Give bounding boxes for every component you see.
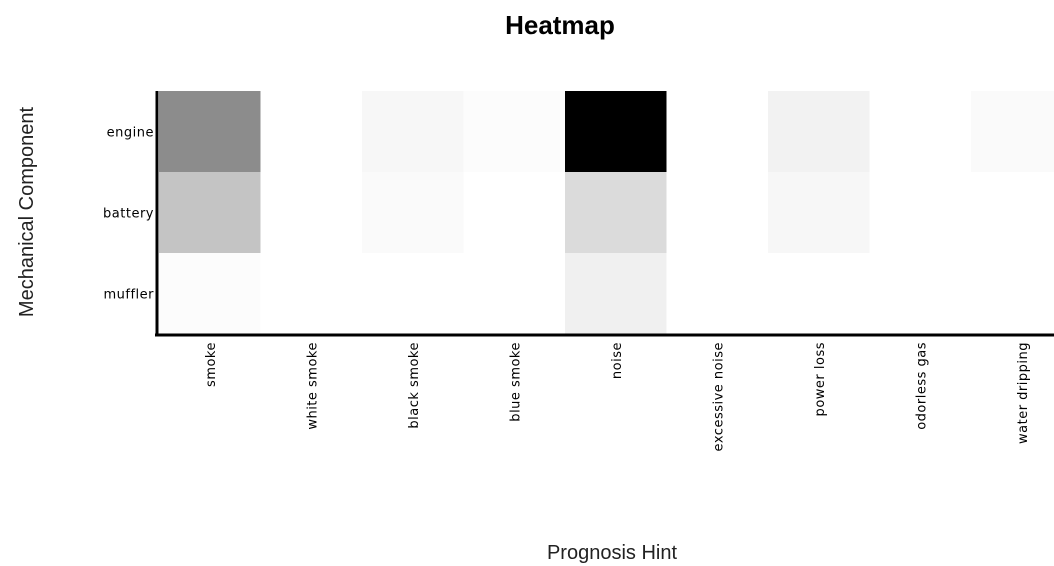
heatmap-cell-battery-blue-smoke [463,172,566,254]
heatmap-cell-battery-noise [565,172,667,254]
x-tick-label-smoke: smoke [204,342,219,387]
heatmap-cell-battery-water-dripping [971,172,1054,254]
heatmap-cell-muffler-black-smoke [362,253,464,335]
heatmap-cell-battery-smoke [159,172,261,254]
heatmap-cell-battery-power-loss [768,172,870,254]
heatmap-cell-engine-power-loss [768,91,870,173]
x-tick-label-power-loss: power loss [813,342,828,416]
x-tick-label-white-smoke: white smoke [305,342,320,430]
heatmap-cells [159,91,1054,335]
x-axis-label: Prognosis Hint [547,542,678,564]
heatmap-cell-engine-white-smoke [260,91,363,173]
x-tick-label-noise: noise [610,342,625,379]
heatmap-cell-muffler-water-dripping [971,253,1054,335]
heatmap-cell-engine-smoke [159,91,261,173]
heatmap-cell-engine-blue-smoke [463,91,566,173]
y-tick-label-muffler: muffler [103,288,154,303]
heatmap-cell-muffler-white-smoke [260,253,363,335]
heatmap-cell-engine-water-dripping [971,91,1054,173]
heatmap-cell-engine-odorless-gas [869,91,972,173]
heatmap-cell-muffler-power-loss [768,253,870,335]
heatmap-cell-battery-black-smoke [362,172,464,254]
heatmap-cell-muffler-excessive-noise [666,253,769,335]
heatmap-cell-engine-black-smoke [362,91,464,173]
x-tick-label-black-smoke: black smoke [407,342,422,429]
heatmap-cell-engine-excessive-noise [666,91,769,173]
y-tick-labels: engine battery muffler [103,126,154,303]
x-tick-label-odorless-gas: odorless gas [914,342,929,430]
heatmap-cell-muffler-odorless-gas [869,253,972,335]
x-tick-label-water-dripping: water dripping [1016,342,1031,444]
heatmap-cell-muffler-noise [565,253,667,335]
heatmap-cell-muffler-blue-smoke [463,253,566,335]
y-axis-label: Mechanical Component [16,107,38,318]
x-tick-label-blue-smoke: blue smoke [508,342,523,422]
heatmap-cell-battery-white-smoke [260,172,363,254]
chart-title: Heatmap [505,10,615,40]
heatmap-cell-battery-odorless-gas [869,172,972,254]
x-tick-label-excessive-noise: excessive noise [711,342,726,451]
heatmap-cell-battery-excessive-noise [666,172,769,254]
y-tick-label-battery: battery [103,207,154,222]
heatmap-cell-muffler-smoke [159,253,261,335]
y-tick-label-engine: engine [107,126,154,141]
x-tick-labels: smoke white smoke black smoke blue smoke noi… [204,342,1031,451]
heatmap-cell-engine-noise [565,91,667,173]
